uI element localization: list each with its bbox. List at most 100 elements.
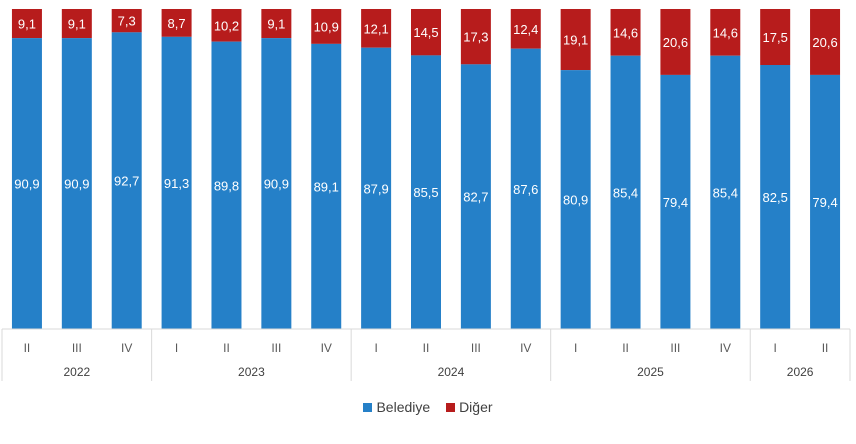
data-label-belediye: 89,8 xyxy=(214,178,239,193)
data-label-diger: 17,5 xyxy=(763,30,788,45)
data-label-belediye: 91,3 xyxy=(164,176,189,191)
data-label-diger: 7,3 xyxy=(118,14,136,29)
quarter-tick-label: IV xyxy=(520,341,531,355)
quarter-tick-label: II xyxy=(622,341,629,355)
bar-diger xyxy=(510,9,541,49)
quarter-tick-label: II xyxy=(423,341,430,355)
bar-belediye xyxy=(610,55,641,329)
bar-diger xyxy=(560,9,591,71)
data-label-belediye: 89,1 xyxy=(314,179,339,194)
bar-belediye xyxy=(311,43,342,329)
bar-belediye xyxy=(760,65,791,329)
year-label: 2026 xyxy=(787,365,814,379)
legend-swatch-diger xyxy=(446,403,456,412)
bar-diger xyxy=(710,9,741,56)
bar-belediye xyxy=(361,47,392,329)
bar-belediye xyxy=(560,70,591,330)
bar-belediye xyxy=(660,74,691,329)
data-label-diger: 14,6 xyxy=(713,25,738,40)
data-label-diger: 9,1 xyxy=(267,17,285,32)
stacked-bar-chart: 90,9 9,1 90,9 9,1 92,7 7,3 91,3 8,7 89,8 10,2 90,9… xyxy=(1,9,851,381)
bar-belediye xyxy=(61,38,92,330)
bar-diger xyxy=(261,9,292,39)
year-label: 2025 xyxy=(637,365,664,379)
bar-belediye xyxy=(11,38,42,330)
bar-diger xyxy=(61,9,92,39)
bar-diger xyxy=(361,9,392,48)
data-label-belediye: 87,6 xyxy=(513,182,538,197)
quarter-tick-label: III xyxy=(670,341,680,355)
year-label: 2023 xyxy=(238,365,265,379)
data-label-diger: 17,3 xyxy=(463,30,488,45)
bar-diger xyxy=(11,9,42,39)
data-label-diger: 8,7 xyxy=(168,16,186,31)
bar-belediye xyxy=(211,41,242,329)
bar-diger xyxy=(311,9,342,44)
data-label-belediye: 87,9 xyxy=(363,181,388,196)
bar-belediye xyxy=(710,55,741,329)
bar-belediye xyxy=(810,74,841,329)
data-label-belediye: 92,7 xyxy=(114,174,139,189)
quarter-tick-label: II xyxy=(24,341,31,355)
data-label-belediye: 90,9 xyxy=(14,177,39,192)
year-label: 2022 xyxy=(63,365,90,379)
legend-label-diger: Diğer xyxy=(459,399,493,415)
bar-diger xyxy=(660,9,691,75)
quarter-tick-label: III xyxy=(72,341,82,355)
legend-item-belediye: Belediye xyxy=(363,399,430,415)
data-label-diger: 10,2 xyxy=(214,18,239,33)
data-label-belediye: 82,7 xyxy=(463,190,488,205)
data-label-belediye: 90,9 xyxy=(264,177,289,192)
quarter-tick-label: II xyxy=(223,341,230,355)
data-label-diger: 12,1 xyxy=(363,21,388,36)
bar-belediye xyxy=(261,38,292,330)
quarter-tick-label: III xyxy=(471,341,481,355)
year-label: 2024 xyxy=(438,365,465,379)
bar-diger xyxy=(211,9,242,42)
quarter-tick-label: IV xyxy=(121,341,132,355)
quarter-tick-label: I xyxy=(374,341,377,355)
data-label-diger: 19,1 xyxy=(563,33,588,48)
quarter-tick-label: II xyxy=(822,341,829,355)
bar-belediye xyxy=(460,64,491,330)
data-label-belediye: 79,4 xyxy=(812,195,837,210)
data-label-belediye: 82,5 xyxy=(763,190,788,205)
legend-label-belediye: Belediye xyxy=(376,399,431,415)
data-label-belediye: 85,4 xyxy=(713,185,738,200)
quarter-tick-label: III xyxy=(271,341,281,355)
bar-belediye xyxy=(161,36,192,330)
data-label-belediye: 85,4 xyxy=(613,185,638,200)
quarter-tick-label: I xyxy=(574,341,577,355)
bar-diger xyxy=(111,9,142,33)
data-label-diger: 14,6 xyxy=(613,25,638,40)
data-label-belediye: 85,5 xyxy=(413,185,438,200)
bar-diger xyxy=(161,9,192,37)
data-label-diger: 12,4 xyxy=(513,22,538,37)
bars-layer: 90,9 9,1 90,9 9,1 92,7 7,3 91,3 8,7 89,8 10,2 90,9… xyxy=(11,9,841,330)
quarter-tick-label: IV xyxy=(321,341,332,355)
bar-diger xyxy=(411,9,441,56)
quarter-tick-label: I xyxy=(175,341,178,355)
quarter-tick-label: I xyxy=(774,341,777,355)
data-label-diger: 9,1 xyxy=(18,17,36,32)
bar-diger xyxy=(460,9,491,65)
data-label-diger: 20,6 xyxy=(812,35,837,50)
data-label-diger: 9,1 xyxy=(68,17,86,32)
bar-belediye xyxy=(510,48,541,330)
bar-diger xyxy=(810,9,841,75)
legend-item-diger: Diğer xyxy=(446,399,493,415)
data-label-diger: 20,6 xyxy=(663,35,688,50)
legend-swatch-belediye xyxy=(363,403,373,412)
data-label-diger: 10,9 xyxy=(314,19,339,34)
legend: Belediye Diğer xyxy=(0,399,856,415)
bar-diger xyxy=(760,9,791,65)
bar-belediye xyxy=(111,32,142,330)
quarter-tick-label: IV xyxy=(720,341,731,355)
bar-belediye xyxy=(411,55,441,330)
data-label-belediye: 79,4 xyxy=(663,195,688,210)
data-label-diger: 14,5 xyxy=(413,25,438,40)
bar-diger xyxy=(610,9,641,56)
data-label-belediye: 80,9 xyxy=(563,193,588,208)
data-label-belediye: 90,9 xyxy=(64,177,89,192)
